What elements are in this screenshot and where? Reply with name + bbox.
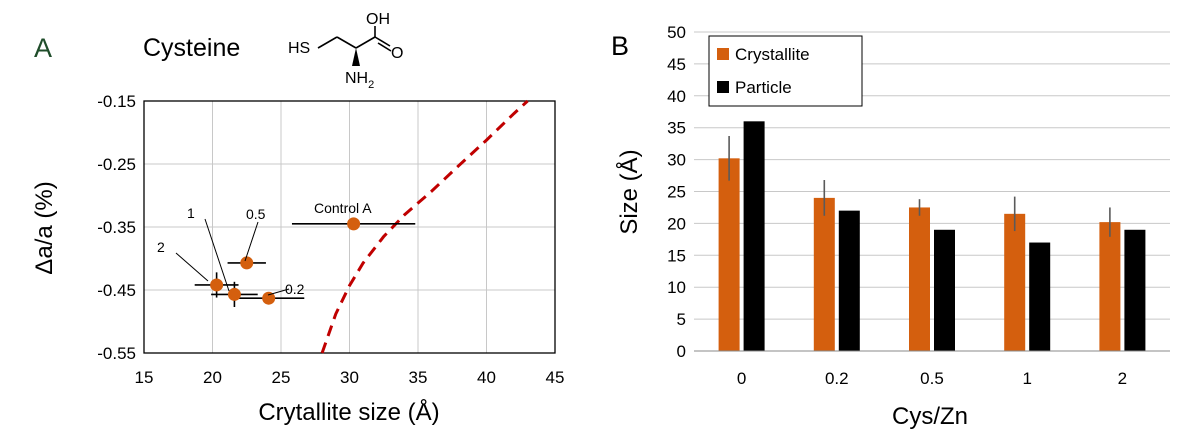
structure-label-o: O [391,45,403,62]
panel-b-y-tick-label: 10 [667,278,686,297]
panel-b-x-ticks: 0 0.2 0.5 1 2 [737,369,1127,388]
point-label-0-5: 0.5 [246,206,266,222]
bar-particle-0-5 [934,229,955,351]
bar-particle-0 [743,121,765,351]
fit-curve-layer [320,99,529,354]
panel-b-x-tick-label: 2 [1118,369,1127,388]
panel-b-y-axis-title: Size (Å) [615,149,643,234]
panel-b-y-ticks: 0 5 10 15 20 25 30 35 40 45 50 [667,23,686,361]
bar-particle-2 [1124,229,1146,351]
panel-a-y-tick-label: -0.15 [97,92,136,111]
structure-label-oh: OH [366,11,390,28]
legend-swatch-crystallite [717,48,729,60]
panel-b-letter: B [611,31,629,61]
panel-b-x-tick-label: 0.5 [920,369,944,388]
panel-b-y-tick-label: 35 [667,119,686,138]
panel-b-y-tick-label: 25 [667,183,686,202]
panel-a-x-tick-label: 25 [272,368,291,387]
bar-crystallite-0-5 [909,207,930,351]
legend-label-particle: Particle [735,78,792,97]
data-point-1 [227,287,241,301]
panel-a-y-ticks: -0.15 -0.25 -0.35 -0.45 -0.55 [97,92,136,363]
panel-b-x-tick-label: 0.2 [825,369,849,388]
point-label-2: 2 [157,239,165,255]
legend-swatch-particle [717,81,729,93]
panel-a-x-tick-label: 20 [203,368,222,387]
bar-crystallite-1 [1004,213,1026,351]
point-label-1: 1 [187,205,195,221]
point-label-leaders [175,218,290,296]
point-label-0-2: 0.2 [285,281,305,297]
panel-a-x-tick-label: 45 [546,368,565,387]
panel-b-y-tick-label: 40 [667,87,686,106]
panel-b-y-tick-label: 15 [667,246,686,265]
panel-a-points [194,217,416,308]
panel-b-bars [718,121,1146,351]
bar-particle-1 [1029,242,1051,351]
cysteine-structure: OH O HS NH2 [288,11,403,91]
structure-label-nh2: NH2 [345,70,374,91]
panel-a-x-tick-label: 35 [409,368,428,387]
data-point-control-a [347,217,361,231]
panel-b-x-axis-title: Cys/Zn [892,403,968,430]
panel-a-y-tick-label: -0.25 [97,155,136,174]
panel-a-y-tick-label: -0.35 [97,218,136,237]
molecule-name: Cysteine [143,34,240,62]
panel-b-y-tick-label: 5 [677,310,686,329]
panel-b-y-tick-label: 20 [667,214,686,233]
panel-a-y-tick-label: -0.55 [97,344,136,363]
panel-b-legend: Crystallite Particle [708,35,863,107]
panel-a-y-axis-title: Δa/a (%) [31,181,58,274]
panel-b-x-tick-label: 1 [1022,369,1031,388]
legend-frame [708,35,863,107]
panel-a-y-tick-label: -0.45 [97,281,136,300]
panel-a-x-axis-title: Crytallite size (Å) [258,398,439,426]
bar-crystallite-0 [718,158,740,351]
panel-b-y-tick-label: 45 [667,55,686,74]
point-label-control-a: Control A [314,200,372,216]
data-point-0-2 [262,291,276,305]
panel-a-x-ticks: 15 20 25 30 35 40 45 [135,368,565,387]
panel-a-x-tick-label: 40 [477,368,496,387]
panel-b-x-tick-label: 0 [737,369,746,388]
panel-a-x-tick-label: 30 [340,368,359,387]
structure-label-hs: HS [288,40,310,57]
panel-a-letter: A [34,33,52,63]
panel-a: A Cysteine OH O HS NH2 -0.15-0.25-0.35-0… [31,11,564,426]
panel-b-y-tick-label: 30 [667,151,686,170]
panel-b-y-tick-label: 0 [677,342,686,361]
data-point-2 [210,278,224,292]
bar-crystallite-2 [1099,222,1121,351]
panel-a-x-tick-label: 15 [135,368,154,387]
legend-label-crystallite: Crystallite [735,45,810,64]
bar-particle-0-2 [838,210,860,351]
panel-b-y-tick-label: 50 [667,23,686,42]
panel-a-plot-frame [143,100,556,354]
panel-b: B 0 5 10 15 20 25 30 35 40 45 50 0 0.2 0.5 1 2 Crystal… [611,23,1170,430]
data-point-0-5 [240,256,254,270]
fit-curve [320,99,529,354]
bar-crystallite-0-2 [813,197,835,351]
